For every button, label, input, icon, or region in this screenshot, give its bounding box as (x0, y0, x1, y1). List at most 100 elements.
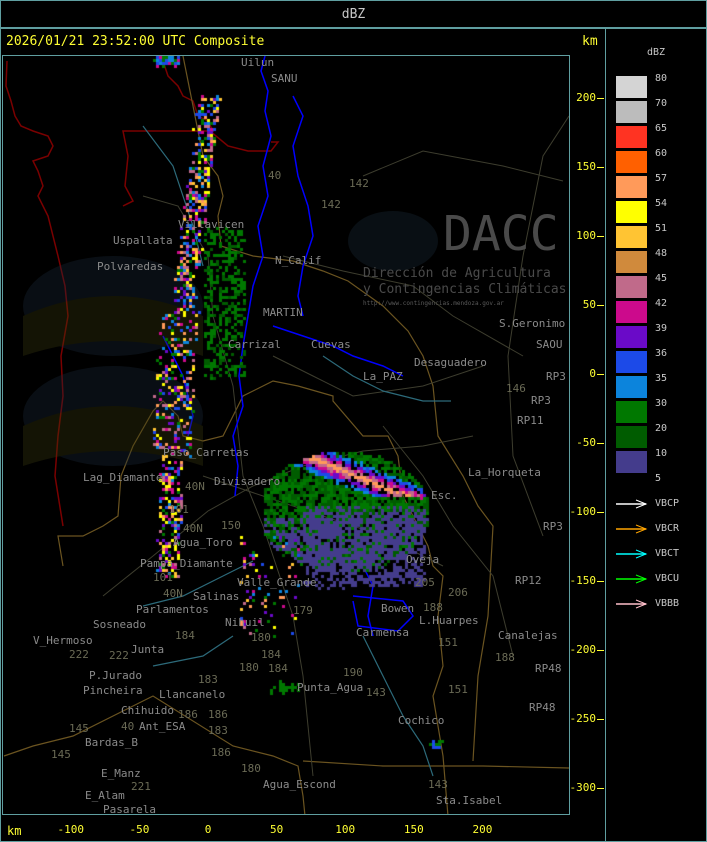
route-number-label: 186 (178, 708, 198, 721)
route-number-label: 186 (208, 708, 228, 721)
y-tick-mark (597, 98, 604, 99)
watermark-line2: y Contingencias Climáticas (363, 282, 567, 297)
y-tick-label: 150 (576, 160, 596, 173)
place-label: La_Horqueta (468, 466, 541, 479)
dbz-swatch (616, 251, 647, 273)
y-tick-label: 50 (582, 298, 596, 311)
place-label: Salinas (193, 590, 240, 603)
route-number-label: 143 (366, 686, 386, 699)
route-number-label: 222 (109, 649, 129, 662)
place-label: Desaguadero (414, 356, 487, 369)
place-label: Pasarela (103, 803, 156, 815)
y-tick-mark (597, 443, 604, 444)
dbz-swatch (616, 101, 647, 123)
dbz-label: 48 (655, 248, 668, 259)
dbz-swatch (616, 401, 647, 423)
dbz-swatch (616, 326, 647, 348)
route-number-label: 186 (211, 746, 231, 759)
timestamp-product-label: 2026/01/21 23:52:00 UTC Composite (6, 34, 265, 49)
place-label: V_Hermoso (33, 634, 93, 647)
place-label: P.Jurado (89, 669, 142, 682)
y-tick-mark (597, 374, 604, 375)
route-number-label: 180 (251, 631, 271, 644)
place-label: Uspallata (113, 234, 173, 247)
place-label: La_PAZ (363, 370, 403, 383)
route-number-label: 146 (506, 382, 526, 395)
radar-station-label: VBCP (655, 498, 680, 509)
radar-station-label: VBCR (655, 523, 680, 534)
radar-station-label: VBCT (655, 548, 680, 559)
x-tick-label: 0 (204, 823, 212, 836)
dbz-label: 60 (655, 148, 668, 159)
dbz-swatch (616, 351, 647, 373)
place-label: Polvaredas (97, 260, 164, 273)
dbz-label: 30 (655, 398, 668, 409)
route-number-label: 145 (69, 722, 89, 735)
route-number-label: 180 (239, 661, 259, 674)
y-tick-label: -300 (569, 781, 597, 794)
route-number-label: 151 (438, 636, 458, 649)
y-tick-label: -200 (569, 643, 597, 656)
dbz-label: 65 (655, 123, 668, 134)
x-axis-unit: km (7, 824, 22, 838)
y-tick-mark (597, 236, 604, 237)
watermark-url: http://www.contingencias.mendoza.gov.ar (363, 300, 504, 307)
route-number-label: 40N (185, 480, 205, 493)
place-label: E_Manz (101, 767, 141, 780)
place-label: Ant_ESA (139, 720, 186, 733)
route-number-label: 221 (131, 780, 151, 793)
dbz-label: 10 (655, 448, 668, 459)
dbz-label: 70 (655, 98, 668, 109)
dbz-label: 54 (655, 198, 668, 209)
x-tick-label: -50 (129, 823, 150, 836)
dbz-swatch (616, 151, 647, 173)
route-number-label: 40 (121, 720, 135, 733)
place-label: Llancanelo (159, 688, 226, 701)
place-label: Villavicen (178, 218, 245, 231)
y-tick-mark (597, 788, 604, 789)
place-label: Canalejas (498, 629, 558, 642)
y-tick-label: -150 (569, 574, 597, 587)
route-number-label: 151 (448, 683, 468, 696)
radar-map[interactable]: Uilun SANU Villavicen Uspallata Polvaredas N_… (2, 55, 570, 815)
dbz-label: 42 (655, 298, 668, 309)
place-label: Chihuido (121, 704, 174, 717)
radar-arrow-icon (616, 549, 648, 559)
route-number-label: 206 (448, 586, 468, 599)
x-tick-label: 200 (472, 823, 493, 836)
place-label: Uilun (241, 56, 275, 69)
y-tick-mark (597, 512, 604, 513)
place-label: Agua_Escond (263, 778, 336, 791)
place-label: RP3 (546, 370, 566, 383)
place-label: Paso_Carretas (163, 446, 250, 459)
place-label: SANU (271, 72, 298, 85)
route-number-label: 40 (268, 169, 282, 182)
dbz-label: 20 (655, 423, 668, 434)
dbz-label: 51 (655, 223, 668, 234)
y-axis-unit: km (582, 34, 598, 49)
radar-reflectivity-layer (3, 56, 569, 814)
place-label: Agua_Toro (173, 536, 233, 549)
place-label: Parlamentos (136, 603, 209, 616)
place-label: SAOU (536, 338, 563, 351)
place-label: RP12 (515, 574, 542, 587)
route-number-label: 180 (241, 762, 261, 775)
route-number-label: 184 (268, 662, 288, 675)
route-number-label: 179 (293, 604, 313, 617)
radar-arrow-icon (616, 499, 648, 509)
place-label: MARTIN (263, 306, 303, 319)
route-number-label: 40N (183, 522, 203, 535)
route-number-label: 183 (198, 673, 218, 686)
place-label: Cochico (398, 714, 445, 727)
y-tick-label: 100 (576, 229, 596, 242)
route-number-label: 142 (321, 198, 341, 211)
place-label: RP3 (531, 394, 551, 407)
x-tick-label: 150 (403, 823, 424, 836)
place-label: Carmensa (356, 626, 409, 639)
place-label: Bowen (381, 602, 415, 615)
place-label: N_Calif (275, 254, 322, 267)
y-tick-mark (597, 581, 604, 582)
dbz-swatch (616, 226, 647, 248)
place-label: Pampa_Diamante (140, 557, 233, 570)
place-label: Lag_Diamante (83, 471, 163, 484)
